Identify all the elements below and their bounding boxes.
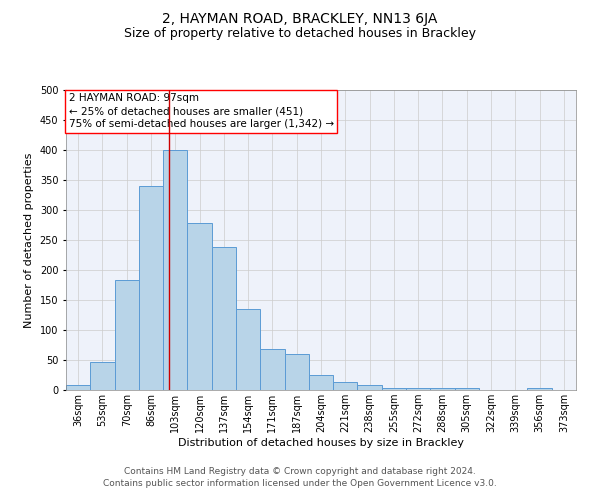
Bar [187,223,212,390]
Bar [66,385,90,390]
Bar [284,354,309,390]
Bar [212,247,236,390]
Bar [382,388,406,390]
Bar [358,385,382,390]
Text: Contains HM Land Registry data © Crown copyright and database right 2024.
Contai: Contains HM Land Registry data © Crown c… [103,466,497,487]
Text: 2, HAYMAN ROAD, BRACKLEY, NN13 6JA: 2, HAYMAN ROAD, BRACKLEY, NN13 6JA [163,12,437,26]
Bar [139,186,163,390]
Bar [236,309,260,390]
Bar [455,388,479,390]
Bar [115,280,139,390]
Bar [333,382,358,390]
Bar [163,150,187,390]
Bar [90,362,115,390]
Bar [406,388,430,390]
Bar [309,375,333,390]
Bar [260,349,284,390]
X-axis label: Distribution of detached houses by size in Brackley: Distribution of detached houses by size … [178,438,464,448]
Y-axis label: Number of detached properties: Number of detached properties [24,152,34,328]
Bar [430,388,455,390]
Text: 2 HAYMAN ROAD: 97sqm
← 25% of detached houses are smaller (451)
75% of semi-deta: 2 HAYMAN ROAD: 97sqm ← 25% of detached h… [68,93,334,130]
Bar [527,388,552,390]
Text: Size of property relative to detached houses in Brackley: Size of property relative to detached ho… [124,28,476,40]
